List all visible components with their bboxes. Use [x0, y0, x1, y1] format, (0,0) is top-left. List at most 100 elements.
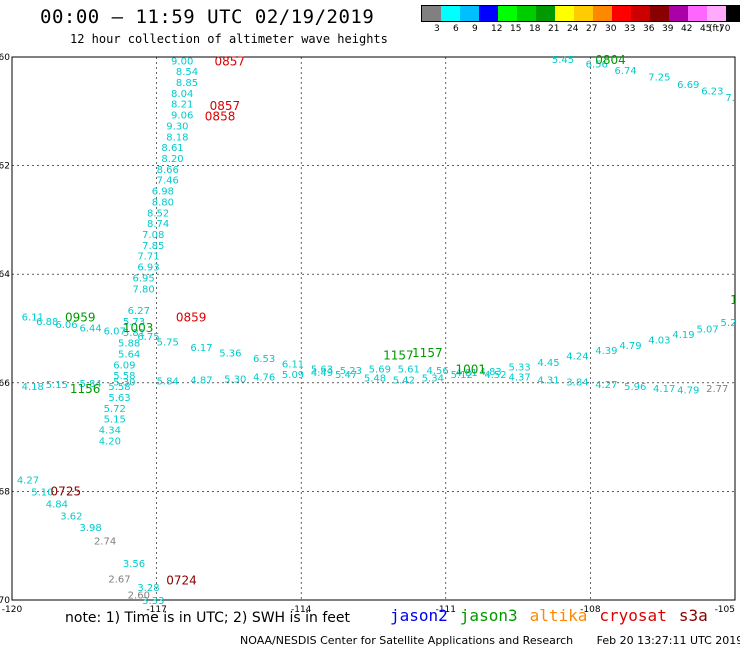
wave-height-value: 4.83 — [480, 367, 502, 378]
satellite-altika: altika — [529, 606, 588, 625]
wave-height-value: 5.64 — [118, 349, 140, 360]
wave-height-value: 6.07 — [104, 327, 126, 338]
legend-labels: 3 6 9 12 15 18 21 24 27 30 33 36 39 42 45 70 — [421, 22, 740, 36]
pass-time-label: 0959 — [65, 311, 96, 325]
wave-height-value: 7.85 — [142, 241, 164, 252]
wave-height-value: 4.24 — [566, 352, 588, 363]
wave-height-value: 5.81 — [123, 328, 145, 339]
wave-height-value: 4.49 — [311, 368, 333, 379]
legend-unit: (ft) — [709, 24, 723, 34]
wave-height-value: 3.56 — [123, 559, 145, 570]
legend-label: 30 — [605, 24, 617, 34]
wave-height-value: 4.79 — [677, 385, 699, 396]
wave-height-value: 3.84 — [566, 378, 588, 389]
page-subtitle: 12 hour collection of altimeter wave hei… — [70, 32, 388, 46]
credits: NOAA/NESDIS Center for Satellite Applica… — [240, 634, 740, 647]
wave-height-value: 4.19 — [672, 330, 694, 341]
wave-height-value: 6.69 — [677, 80, 699, 91]
wave-height-value: 8.21 — [171, 100, 193, 111]
pass-time-label: 0858 — [205, 110, 236, 124]
legend-label: 42 — [681, 24, 693, 34]
wave-height-value: 5.12 — [451, 370, 473, 381]
legend-swatch — [612, 6, 631, 21]
wave-height-value: 6.06 — [55, 320, 77, 331]
legend-swatch — [517, 6, 536, 21]
wave-height-value: 8.18 — [166, 132, 188, 143]
legend-swatch — [707, 6, 726, 21]
legend-label: 12 — [491, 24, 503, 34]
wave-height-value: 5.63 — [311, 365, 333, 376]
wave-height-value: 5.07 — [696, 325, 718, 336]
wave-height-value: 4.34 — [99, 425, 121, 436]
wave-height-value: 8.80 — [152, 197, 174, 208]
wave-height-value: 4.39 — [595, 346, 617, 357]
wave-height-value: 5.69 — [369, 365, 391, 376]
wave-height-value: 4.76 — [253, 372, 275, 383]
legend-label: 36 — [643, 24, 655, 34]
footer-note: note: 1) Time is in UTC; 2) SWH is in fe… — [65, 610, 351, 626]
legend-swatch — [574, 6, 593, 21]
pass-time-label: 1156 — [70, 382, 101, 396]
wave-height-value: 9.30 — [166, 121, 188, 132]
wave-height-value: 6.09 — [113, 360, 135, 371]
pass-time-label: 1001 — [455, 363, 486, 377]
lat-tick-label: -62 — [0, 162, 10, 172]
pass-time-label: 1157 — [412, 346, 443, 360]
legend-swatches — [421, 5, 740, 22]
wave-height-value: 6.11 — [282, 359, 304, 370]
wave-height-value: 6.98 — [152, 187, 174, 198]
legend-swatch — [669, 6, 688, 21]
wave-height-value: 5.72 — [104, 404, 126, 415]
wave-height-value: 6.88 — [36, 317, 58, 328]
satellite-jason3: jason3 — [459, 606, 518, 625]
lon-tick-label: -105 — [715, 605, 735, 615]
wave-height-value: 5.34 — [422, 373, 444, 384]
legend-label: 27 — [586, 24, 598, 34]
wave-height-value: 8.66 — [157, 165, 179, 176]
wave-height-value: 8.74 — [147, 219, 169, 230]
wave-height-value: 4.45 — [537, 358, 559, 369]
legend-swatch — [593, 6, 612, 21]
wave-height-value: 7.71 — [137, 252, 159, 263]
wave-height-value: 5.15 — [46, 380, 68, 391]
wave-height-value: 5.84 — [79, 379, 101, 390]
wave-height-value: 4.81 — [455, 368, 477, 379]
pass-time-label: 11 — [730, 293, 740, 307]
wave-height-value: 5.96 — [624, 382, 646, 393]
map-frame — [11, 56, 736, 601]
wave-height-value: 5.30 — [224, 374, 246, 385]
pass-time-label: 0857 — [210, 99, 241, 113]
wave-height-value: 5.73 — [123, 317, 145, 328]
wave-height-value: 4.87 — [190, 376, 212, 387]
legend-label: 33 — [624, 24, 636, 34]
wave-height-value: 3.28 — [137, 583, 159, 594]
wave-height-value: 6.27 — [128, 306, 150, 317]
pass-time-label: 1157 — [383, 349, 414, 363]
legend-label: 21 — [548, 24, 560, 34]
wave-height-value: 4.27 — [595, 380, 617, 391]
wave-height-value: 5.58 — [108, 382, 130, 393]
wave-height-value: 5.45 — [552, 55, 574, 66]
legend-swatch — [631, 6, 650, 21]
legend-swatch — [650, 6, 669, 21]
legend-swatch — [726, 6, 740, 21]
wave-height-value: 6.93 — [137, 263, 159, 274]
wave-height-value: 8.20 — [161, 154, 183, 165]
wave-height-value: 8.85 — [176, 78, 198, 89]
timestamp: Feb 20 13:27:11 UTC 2019 — [596, 634, 740, 647]
wave-height-value: 3.33 — [142, 596, 164, 607]
wave-height-value: 6.23 — [701, 87, 723, 98]
legend-label: 70 — [719, 24, 731, 34]
satellite-legend: jason2 jason3 altika cryosat s3a — [390, 606, 720, 625]
wave-height-value: 3.62 — [60, 511, 82, 522]
wave-height-value: 5.30 — [113, 378, 135, 389]
wave-height-value: 4.56 — [427, 366, 449, 377]
satellite-cryosat: cryosat — [599, 606, 667, 625]
wave-height-value: 2.74 — [94, 536, 116, 547]
wave-height-value: 5.23 — [340, 366, 362, 377]
wave-height-value: 5.84 — [157, 377, 179, 388]
wave-height-value: 5.15 — [104, 415, 126, 426]
wave-height-value: 4.84 — [46, 499, 68, 510]
wave-height-value: 7.25 — [648, 73, 670, 84]
pass-time-label: 1003 — [123, 321, 154, 335]
